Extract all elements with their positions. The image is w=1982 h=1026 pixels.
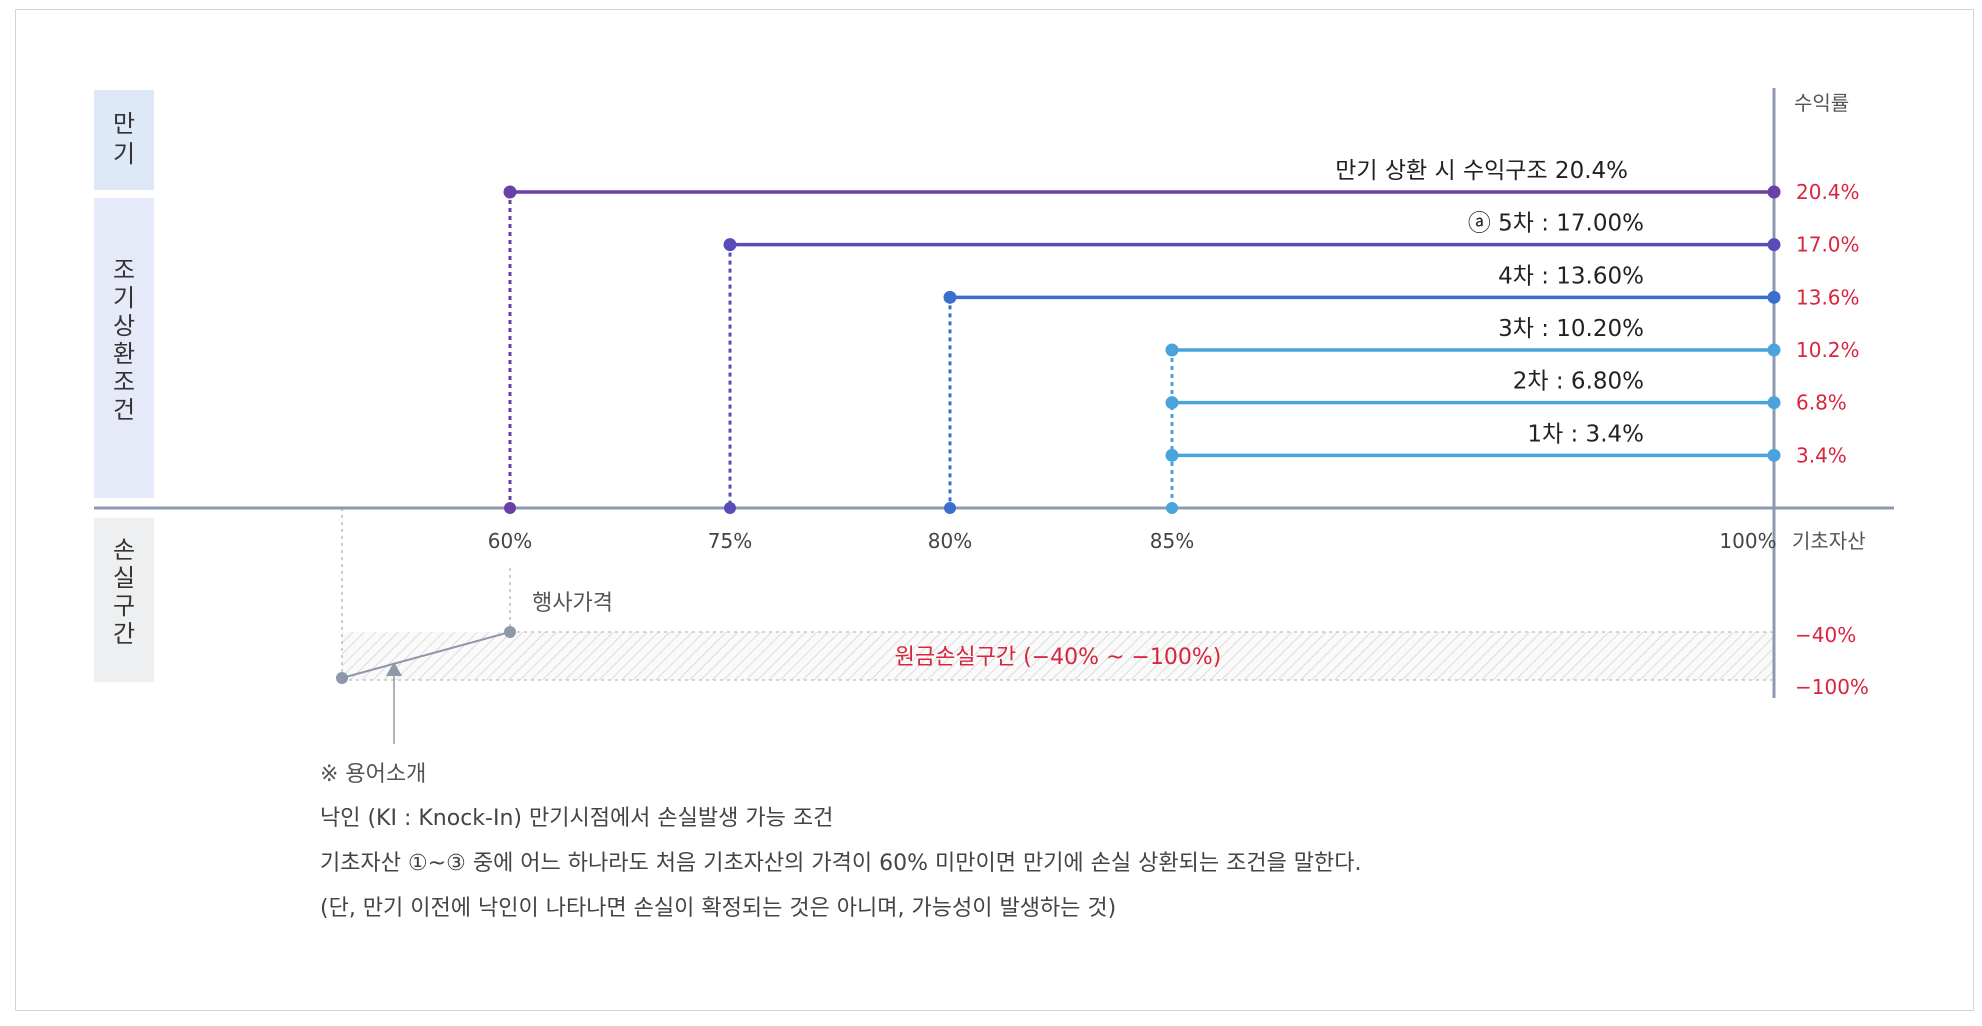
x-tick-label-75: 75% [708,529,752,553]
x-tick-label-80: 80% [928,529,972,553]
pointer-arrow-head-icon [386,662,402,676]
strike-point [504,626,516,638]
payoff-start-point-3 [1165,343,1179,357]
strike-price-label: 행사가격 [532,591,613,616]
payoff-end-point-4 [1767,396,1781,410]
x-axis-title: 기초자산 [1792,529,1866,553]
notes-heading: ※ 용어소개 [320,762,427,787]
payoff-start-point-2 [943,290,957,304]
loss-zone-label: 원금손실구간 (−40% ~ −100%) [895,645,1222,670]
loss-lower-rate-label: −100% [1795,675,1869,699]
x-tick-label-60: 60% [488,529,532,553]
barrier-axis-point-2 [944,502,956,514]
payoff-end-point-1 [1767,238,1781,252]
notes-line-1: 낙인 (KI : Knock-In) 만기시점에서 손실발생 가능 조건 [320,806,834,831]
section-box-early [94,198,154,498]
payoff-start-point-4 [1165,396,1179,410]
payoff-line-label-3: 3차 : 10.20% [1498,316,1644,342]
payoff-start-point-0 [503,185,517,199]
x-tick-label-100: 100% [1719,529,1776,553]
section-box-loss [94,518,154,682]
notes-line-2: 기초자산 ①~③ 중에 어느 하나라도 처음 기초자산의 가격이 60% 미만이… [320,851,1362,876]
payoff-rate-label-4: 6.8% [1796,391,1847,415]
payoff-end-point-3 [1767,343,1781,357]
payoff-line-label-4: 2차 : 6.80% [1513,369,1644,395]
payoff-rate-label-0: 20.4% [1796,180,1860,204]
barrier-axis-point-3 [1166,502,1178,514]
payoff-start-point-1 [723,238,737,252]
loss-zone-band [342,632,1774,680]
payoff-start-point-5 [1165,448,1179,462]
x-tick-label-85: 85% [1150,529,1194,553]
payoff-line-label-1: ⓐ 5차 : 17.00% [1468,211,1644,237]
payoff-line-label-5: 1차 : 3.4% [1527,421,1644,447]
payoff-line-label-2: 4차 : 13.60% [1498,263,1644,289]
payoff-end-point-2 [1767,290,1781,304]
section-box-maturity [94,90,154,190]
payoff-line-label-0: 만기 상환 시 수익구조 20.4% [1335,158,1628,184]
payoff-rate-label-3: 10.2% [1796,338,1860,362]
knock-in-slope [341,631,511,679]
barrier-axis-point-1 [724,502,736,514]
knock-in-low-point [336,672,348,684]
payoff-rate-label-1: 17.0% [1796,233,1860,257]
notes-line-3: (단, 만기 이전에 낙인이 나타나면 손실이 확정되는 것은 아니며, 가능성… [320,896,1117,921]
y-axis-title: 수익률 [1794,91,1849,115]
payoff-end-point-0 [1767,185,1781,199]
payoff-end-point-5 [1767,448,1781,462]
payoff-rate-label-5: 3.4% [1796,443,1847,467]
payoff-rate-label-2: 13.6% [1796,285,1860,309]
barrier-axis-point-0 [504,502,516,514]
loss-upper-rate-label: −40% [1795,623,1856,647]
